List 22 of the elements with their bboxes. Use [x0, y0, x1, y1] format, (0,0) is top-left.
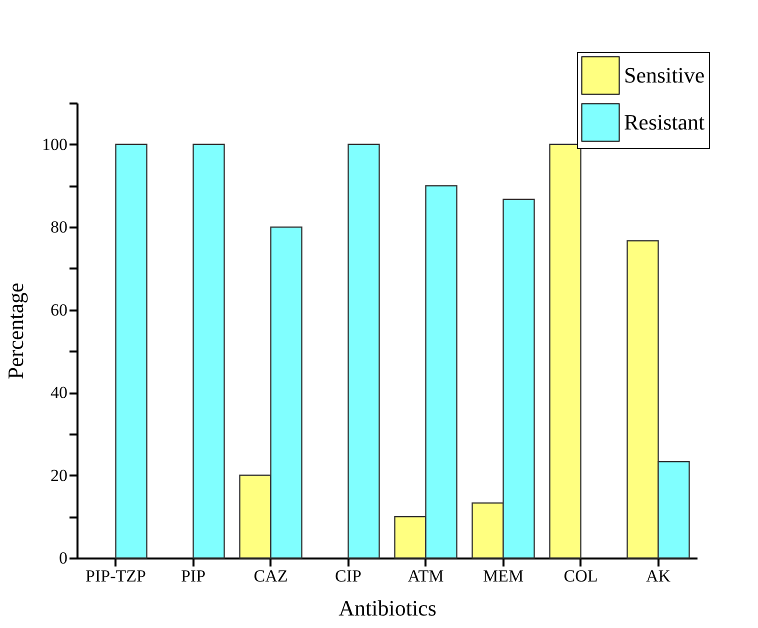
legend-label: Resistant — [624, 110, 705, 134]
bar — [348, 144, 380, 559]
x-axis-title: Antibiotics — [338, 596, 436, 620]
x-tick-label: AK — [646, 566, 672, 586]
y-tick-label: 60 — [50, 300, 68, 320]
x-tick-label: CAZ — [254, 566, 288, 586]
bar — [549, 144, 582, 559]
y-tick-label: 100 — [42, 134, 68, 154]
bar — [115, 144, 148, 559]
y-tick-label: 80 — [50, 218, 68, 237]
y-tick-label: 20 — [50, 466, 68, 485]
y-axis-title: Percentage — [3, 282, 28, 380]
x-tick-label: PIP-TZP — [86, 566, 146, 586]
x-tick-label: ATM — [408, 566, 444, 586]
bar — [192, 144, 225, 559]
legend-label: Sensitive — [624, 62, 705, 88]
y-tick-label: 0 — [59, 548, 68, 568]
x-tick-label: PIP — [180, 566, 206, 586]
x-tick-label: COL — [564, 566, 598, 586]
x-tick-label: MEM — [482, 566, 524, 586]
y-tick-label: 40 — [50, 383, 68, 402]
x-tick-label: CIP — [335, 566, 362, 586]
